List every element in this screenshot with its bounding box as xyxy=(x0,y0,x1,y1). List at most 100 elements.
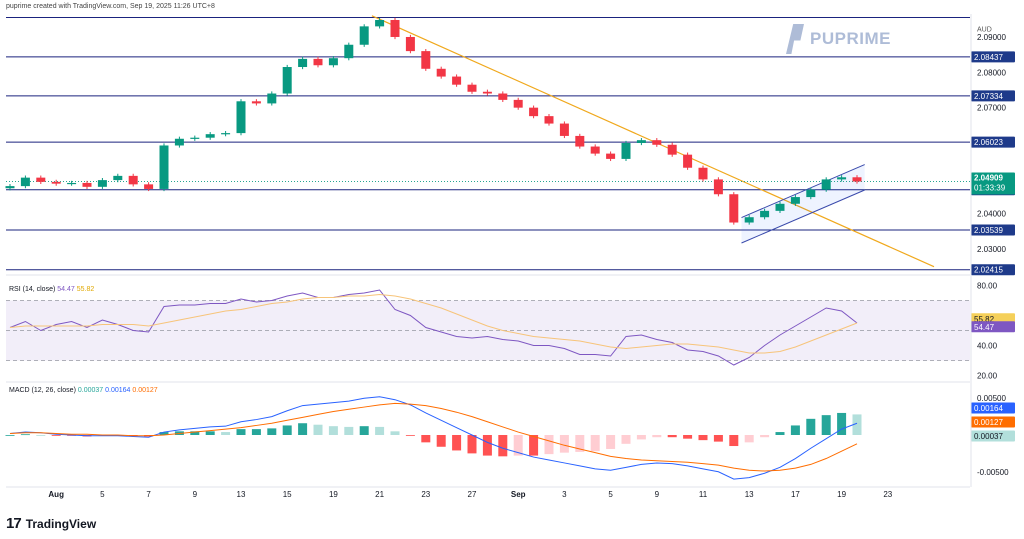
macd-histogram-bar xyxy=(744,435,754,443)
macd-histogram-bar xyxy=(821,415,831,435)
macd-tick-label: -0.00500 xyxy=(977,468,1009,477)
candle-body xyxy=(744,217,754,223)
macd-histogram-bar xyxy=(590,435,600,452)
candle-body xyxy=(698,167,708,180)
time-tick-label: 19 xyxy=(329,490,338,499)
candle-body xyxy=(467,84,477,92)
candle-body xyxy=(67,182,77,185)
candle-body xyxy=(20,177,30,187)
level-label: 2.03539 xyxy=(974,226,1003,235)
candle-body xyxy=(790,197,800,204)
candle-body xyxy=(405,36,415,52)
candle-body xyxy=(498,93,508,100)
candle-body xyxy=(683,154,693,168)
candle-body xyxy=(82,182,92,187)
candle-body xyxy=(667,144,677,155)
level-label-bg xyxy=(971,224,1015,236)
macd-histogram-bar xyxy=(636,435,646,440)
macd-histogram-bar xyxy=(267,428,277,435)
price-tick-label: 2.08000 xyxy=(977,68,1006,77)
time-tick-label: 27 xyxy=(468,490,477,499)
candle-body xyxy=(174,138,184,146)
currency-label: AUD xyxy=(977,27,992,34)
rsi-value-label: 54.47 xyxy=(974,323,995,332)
time-tick-label: 15 xyxy=(283,490,292,499)
macd-histogram-bar xyxy=(390,431,400,435)
macd-histogram-bar xyxy=(837,412,847,435)
time-tick-label: 9 xyxy=(193,490,198,499)
chart-caption: puprime created with TradingView.com, Se… xyxy=(6,3,215,10)
current-price-badge-bg xyxy=(971,172,1015,195)
candle-body xyxy=(452,76,462,85)
macd-histogram-bar xyxy=(236,429,246,435)
time-tick-label: 13 xyxy=(237,490,246,499)
candle-body xyxy=(760,210,770,218)
candle-body xyxy=(251,101,261,104)
countdown-label: 01:33:39 xyxy=(974,184,1006,193)
macd-histogram-bar xyxy=(729,435,739,447)
candle-body xyxy=(313,58,323,66)
candle-body xyxy=(821,179,831,190)
puprime-wordmark: PUPRIME xyxy=(810,29,891,48)
candle-body xyxy=(559,123,569,136)
channel-fill xyxy=(741,164,865,244)
candle-body xyxy=(621,143,631,159)
candle-body xyxy=(837,177,847,180)
macd-histogram-bar xyxy=(452,435,462,451)
macd-histogram-bar xyxy=(852,414,862,435)
puprime-watermark: PUPRIME xyxy=(786,24,891,54)
macd-histogram-bar xyxy=(529,435,539,456)
candle-body xyxy=(390,20,400,37)
macd-histogram-bar xyxy=(20,434,30,436)
candle-body xyxy=(806,189,816,198)
macd-histogram-bar xyxy=(683,435,693,439)
candle-body xyxy=(775,203,785,211)
macd-histogram-bar xyxy=(436,435,446,447)
macd-histogram-bar xyxy=(344,426,354,435)
macd-histogram-bar xyxy=(482,435,492,456)
macd-histogram-bar xyxy=(421,435,431,443)
candle-body xyxy=(190,137,200,139)
candle-body xyxy=(606,153,616,159)
price-tick-label: 2.07000 xyxy=(977,104,1006,113)
candle-body xyxy=(636,140,646,143)
level-label: 2.08437 xyxy=(974,53,1003,62)
current-price-label: 2.04909 xyxy=(974,174,1003,183)
macd-histogram-bar xyxy=(205,431,215,435)
macd-histogram-bar xyxy=(221,432,231,435)
macd-value-label-bg xyxy=(971,430,1015,442)
candle-body xyxy=(144,184,154,189)
rsi-series-rsi xyxy=(9,289,858,366)
candle-body xyxy=(513,99,523,108)
macd-histogram-bar xyxy=(313,424,323,435)
macd-histogram-bar xyxy=(621,435,631,444)
level-label-bg xyxy=(971,264,1015,276)
time-tick-label: 23 xyxy=(883,490,892,499)
macd-value-label: 0.00127 xyxy=(974,418,1003,427)
candle-body xyxy=(159,145,169,189)
macd-histogram-bar xyxy=(698,435,708,441)
macd-histogram-bar xyxy=(713,435,723,442)
candle-body xyxy=(359,26,369,45)
time-tick-label: 21 xyxy=(375,490,384,499)
candle-body xyxy=(575,135,585,147)
macd-histogram-bar xyxy=(498,435,508,457)
candle-body xyxy=(5,186,15,189)
candle-body xyxy=(267,93,277,104)
macd-histogram-bar xyxy=(251,429,261,435)
tradingview-logo[interactable]: 17 TradingView xyxy=(6,515,96,532)
rsi-tick-label: 20.00 xyxy=(977,372,998,381)
macd-histogram-bar xyxy=(806,418,816,435)
price-tick-label: 2.03000 xyxy=(977,245,1006,254)
puprime-logo-icon xyxy=(786,24,804,54)
candle-body xyxy=(236,101,246,134)
macd-histogram-bar xyxy=(298,423,308,435)
time-tick-label: Aug xyxy=(48,490,64,499)
level-label: 2.06023 xyxy=(974,138,1003,147)
candle-body xyxy=(729,194,739,223)
macd-histogram-bar xyxy=(159,432,169,435)
macd-histogram-bar xyxy=(652,435,662,438)
tradingview-mark-icon: 17 xyxy=(6,515,22,532)
time-tick-label: 7 xyxy=(146,490,151,499)
